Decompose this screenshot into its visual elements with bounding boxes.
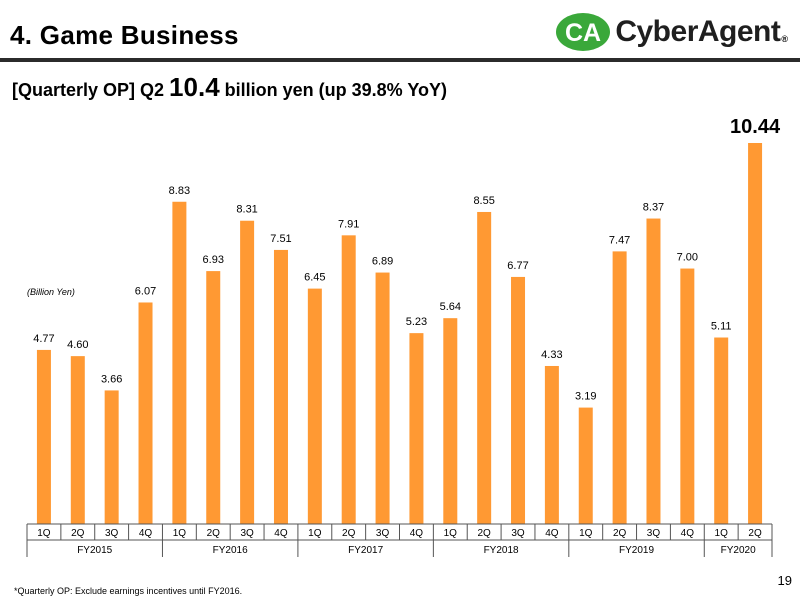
bar [477, 211, 492, 525]
category-tick-label: 1Q [308, 528, 322, 539]
bar-value-label: 4.33 [541, 349, 562, 361]
bar-value-label: 7.51 [270, 233, 291, 245]
bar-value-label: 6.93 [203, 254, 224, 266]
bar [240, 220, 255, 524]
fiscal-year-label: FY2020 [721, 545, 756, 556]
subtitle-value: 10.4 [169, 72, 220, 102]
bar-value-label: 8.55 [473, 195, 494, 207]
fiscal-year-label: FY2017 [348, 545, 383, 556]
chart-subtitle: [Quarterly OP] Q2 10.4 billion yen (up 3… [12, 72, 447, 103]
fiscal-year-label: FY2019 [619, 545, 654, 556]
bar [341, 235, 356, 525]
bar-value-label: 4.77 [33, 333, 54, 345]
bar-value-label: 6.77 [507, 260, 528, 272]
title-divider [0, 58, 800, 62]
fiscal-year-label: FY2015 [77, 545, 112, 556]
category-tick-label: 3Q [105, 528, 119, 539]
category-tick-label: 2Q [207, 528, 221, 539]
category-tick-label: 3Q [647, 528, 661, 539]
bar [70, 356, 85, 524]
bar-value-label: 4.60 [67, 339, 88, 351]
bar [511, 276, 526, 524]
category-tick-label: 2Q [71, 528, 85, 539]
bar [544, 365, 559, 524]
value-labels-group: 4.77 4.60 3.66 6.07 8.83 6.93 8.31 7.51 6.45 7.91… [33, 116, 781, 403]
bar-value-label: 8.37 [643, 202, 664, 214]
category-tick-label: 3Q [240, 528, 254, 539]
category-tick-label: 1Q [579, 528, 593, 539]
category-tick-label: 4Q [545, 528, 559, 539]
cyberagent-logo-icon: CA [556, 13, 611, 51]
category-tick-label: 2Q [477, 528, 491, 539]
bar-value-label: 8.83 [169, 185, 190, 197]
bar [646, 218, 661, 525]
category-axis-table: 1Q 2Q 3Q 4Q 1Q 2Q 3Q 4Q 1Q 2Q 3Q 4Q 1Q 2Q 3Q 4Q 1Q 2Q 3Q 4Q… [26, 523, 773, 557]
bar-value-label: 3.66 [101, 373, 122, 385]
unit-label: (Billion Yen) [27, 287, 75, 297]
category-tick-label: 1Q [715, 528, 729, 539]
category-tick-label: 4Q [139, 528, 153, 539]
bar [206, 271, 221, 524]
category-tick-label: 3Q [511, 528, 525, 539]
category-tick-label: 2Q [613, 528, 627, 539]
bar-value-label: 5.64 [440, 301, 461, 313]
bar [409, 333, 424, 524]
fiscal-year-label: FY2016 [213, 545, 248, 556]
bar-value-label: 5.11 [711, 321, 732, 333]
bar [714, 337, 729, 524]
category-tick-label: 1Q [173, 528, 187, 539]
category-tick-label: 4Q [274, 528, 288, 539]
cyberagent-logo: CA CyberAgent ® [555, 12, 788, 52]
category-tick-label: 2Q [342, 528, 356, 539]
footnote: *Quarterly OP: Exclude earnings incentiv… [14, 586, 243, 596]
category-tick-label: 1Q [444, 528, 458, 539]
bar [578, 407, 593, 524]
bar [36, 349, 51, 524]
bar-value-label: 7.00 [677, 252, 698, 264]
page-title: 4. Game Business [10, 20, 239, 50]
category-tick-label: 2Q [748, 528, 762, 539]
bar [307, 288, 322, 524]
bar-value-label: 8.31 [236, 204, 257, 216]
bar [172, 201, 187, 525]
bar-value-label: 7.91 [338, 218, 359, 230]
bar-value-label: 10.44 [730, 116, 781, 138]
bar-value-label: 6.07 [135, 285, 156, 297]
category-tick-label: 1Q [37, 528, 51, 539]
bar [273, 249, 288, 524]
category-tick-label: 4Q [410, 528, 424, 539]
bar [680, 268, 695, 524]
bar-value-label: 5.23 [406, 316, 427, 328]
bar-value-label: 7.47 [609, 234, 630, 246]
subtitle-prefix: [Quarterly OP] Q2 [12, 80, 170, 100]
bar-value-label: 3.19 [575, 391, 596, 403]
subtitle-suffix: billion yen (up 39.8% YoY) [219, 80, 448, 100]
bar [748, 143, 763, 524]
logo-wordmark: CyberAgent [615, 15, 781, 48]
bar [612, 251, 627, 524]
logo-registered-mark: ® [781, 34, 788, 44]
logo-mark-text: CA [565, 19, 601, 47]
bar-value-label: 6.89 [372, 256, 393, 268]
bar [443, 318, 458, 524]
bar [138, 302, 153, 524]
category-tick-label: 4Q [681, 528, 695, 539]
bars-group [36, 143, 763, 525]
fiscal-year-label: FY2018 [484, 545, 519, 556]
bar [104, 390, 119, 524]
page-number: 19 [777, 573, 792, 588]
bar-value-label: 6.45 [304, 272, 325, 284]
category-tick-label: 3Q [376, 528, 390, 539]
bar [375, 272, 390, 524]
